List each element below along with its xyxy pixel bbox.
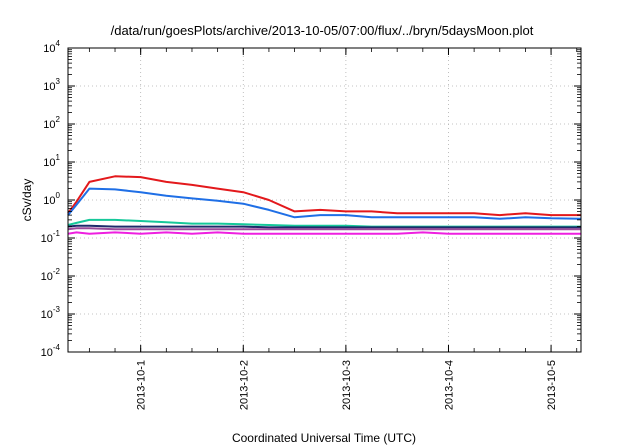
y-tick-label: 103 — [43, 77, 60, 93]
chart-title: /data/run/goesPlots/archive/2013-10-05/0… — [111, 23, 534, 38]
y-tick-label: 10-3 — [41, 305, 61, 321]
series-line-2 — [67, 187, 582, 220]
grid-lines — [68, 48, 581, 352]
series-line-4 — [67, 224, 581, 229]
x-tick-label: 2013-10-1 — [136, 360, 148, 410]
y-tick-label: 100 — [43, 191, 60, 207]
y-tick-label: 104 — [43, 39, 60, 55]
y-tick-label: 10-1 — [41, 229, 61, 245]
series-line-6 — [67, 231, 581, 235]
series-line-1 — [67, 175, 581, 217]
y-axis-label: cSv/day — [20, 179, 34, 222]
y-tick-label: 102 — [43, 115, 60, 131]
y-tick-label: 10-2 — [41, 267, 61, 283]
y-axis: 10-4 10-3 10-2 10-1 100 101 102 103 104 — [41, 39, 581, 359]
y-tick-label: 10-4 — [41, 343, 61, 359]
x-axis-label: Coordinated Universal Time (UTC) — [232, 431, 416, 445]
x-tick-label: 2013-10-5 — [546, 360, 558, 410]
x-axis: 2013-10-1 2013-10-2 2013-10-3 2013-10-4 2013… — [88, 48, 578, 410]
series-line-3 — [67, 218, 581, 228]
x-tick-label: 2013-10-4 — [443, 360, 455, 410]
series-lines — [67, 175, 582, 235]
x-tick-label: 2013-10-2 — [238, 360, 250, 410]
x-tick-label: 2013-10-3 — [341, 360, 353, 410]
series-line-5 — [67, 227, 581, 231]
y-tick-label: 101 — [43, 153, 60, 169]
